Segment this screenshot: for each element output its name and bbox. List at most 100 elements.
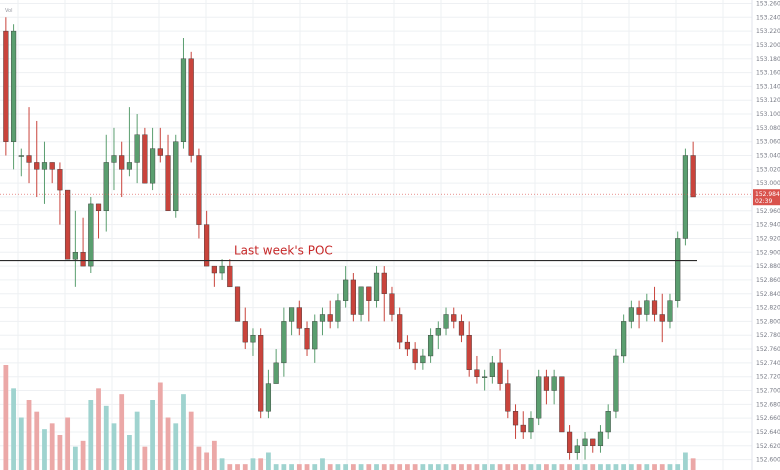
price-tick-label: 152.900	[756, 249, 780, 256]
candle-body	[536, 376, 542, 419]
volume-bar	[412, 464, 418, 470]
candle-body	[458, 321, 465, 336]
candle-body	[543, 376, 550, 391]
candle-body	[566, 431, 573, 453]
volume-bar	[65, 417, 71, 470]
volume-bar	[582, 464, 588, 470]
candle-body	[381, 272, 387, 294]
volume-bar	[42, 429, 47, 470]
candle-body	[296, 307, 302, 329]
candle-body	[659, 314, 665, 322]
candle-body	[258, 335, 264, 412]
candle-body	[265, 383, 272, 412]
price-tick-label: 152.620	[756, 443, 780, 450]
volume-bar	[567, 464, 572, 470]
candle-body	[173, 141, 179, 212]
volume-bar	[590, 464, 596, 470]
volume-bar	[350, 464, 356, 470]
price-tick-label: 153.080	[756, 125, 780, 132]
price-tick-label: 153.220	[756, 28, 780, 35]
candle-body	[505, 383, 511, 412]
volume-bar	[266, 452, 271, 470]
price-tick-label: 152.640	[756, 429, 780, 436]
candle-body	[597, 431, 604, 447]
volume-bar	[366, 464, 372, 470]
candle-body	[397, 314, 403, 343]
volume-bar	[235, 464, 240, 470]
candle-body	[628, 307, 634, 322]
candle-body	[41, 162, 48, 170]
volume-bar	[505, 464, 511, 470]
volume-bar	[273, 464, 279, 470]
candle-body	[142, 134, 148, 184]
volume-bar	[544, 464, 549, 470]
price-tick-label: 153.240	[756, 14, 780, 21]
price-tick-label: 152.800	[756, 318, 780, 325]
volume-bar	[181, 394, 186, 470]
candle-body	[366, 286, 372, 301]
candle-body	[196, 155, 202, 225]
candle-body	[3, 30, 9, 142]
price-tick-label: 152.960	[756, 208, 780, 215]
volume-bar	[34, 411, 40, 470]
candle-body	[26, 155, 32, 163]
volume-bar	[605, 464, 611, 470]
volume-bar	[389, 464, 395, 470]
price-tick-label: 152.860	[756, 277, 780, 284]
price-tick-label: 153.100	[756, 111, 780, 118]
price-tick-label: 152.940	[756, 222, 780, 229]
volume-bar	[405, 464, 410, 470]
candle-body	[65, 189, 71, 260]
volume-bar	[443, 464, 449, 470]
candle-body	[404, 341, 411, 350]
volume-bars	[3, 365, 696, 470]
candle-body	[149, 148, 156, 184]
volume-bar	[26, 400, 32, 470]
volume-bar	[528, 464, 534, 470]
candle-body	[10, 30, 17, 142]
candle-body	[304, 328, 310, 350]
volume-bar	[242, 464, 248, 470]
candle-body	[451, 314, 457, 322]
volume-bar	[574, 464, 580, 470]
volume-bar	[72, 446, 78, 470]
price-tick-label: 152.780	[756, 332, 780, 339]
candle-body	[389, 293, 395, 315]
volume-bar	[165, 417, 171, 470]
candle-body	[528, 417, 534, 433]
candle-body	[180, 58, 187, 142]
price-tick-label: 152.880	[756, 263, 780, 270]
candle-body	[574, 445, 580, 453]
candle-body	[582, 438, 588, 447]
volume-bar	[343, 464, 349, 470]
candle-body	[57, 169, 63, 191]
volume-bar	[536, 464, 542, 470]
candle-body	[134, 134, 140, 163]
volume-bar	[11, 388, 16, 470]
candle-body	[165, 155, 171, 212]
volume-bar	[482, 464, 488, 470]
volume-bar	[636, 464, 642, 470]
candle-body	[682, 155, 689, 239]
volume-bar	[466, 464, 472, 470]
volume-bar	[435, 464, 441, 470]
candle-body	[312, 321, 318, 350]
candle-body	[219, 265, 225, 274]
poc-annotation: Last week's POC	[234, 244, 333, 258]
price-tick-label: 152.740	[756, 360, 780, 367]
volume-bar	[80, 440, 86, 470]
candle-body	[335, 300, 341, 322]
volume-bar	[157, 382, 163, 470]
price-axis[interactable]: 153.260 153.240 153.220 153.200 153.180 153.1…	[756, 0, 780, 463]
volume-bar	[459, 464, 464, 470]
candle-body	[350, 279, 356, 315]
volume-bar	[281, 464, 287, 470]
volume-bar	[675, 464, 681, 470]
volume-bar	[134, 411, 140, 470]
price-tick-label: 152.820	[756, 305, 780, 312]
candle-body	[250, 335, 256, 343]
price-tick-label: 152.600	[756, 457, 780, 464]
candle-body	[49, 162, 55, 170]
